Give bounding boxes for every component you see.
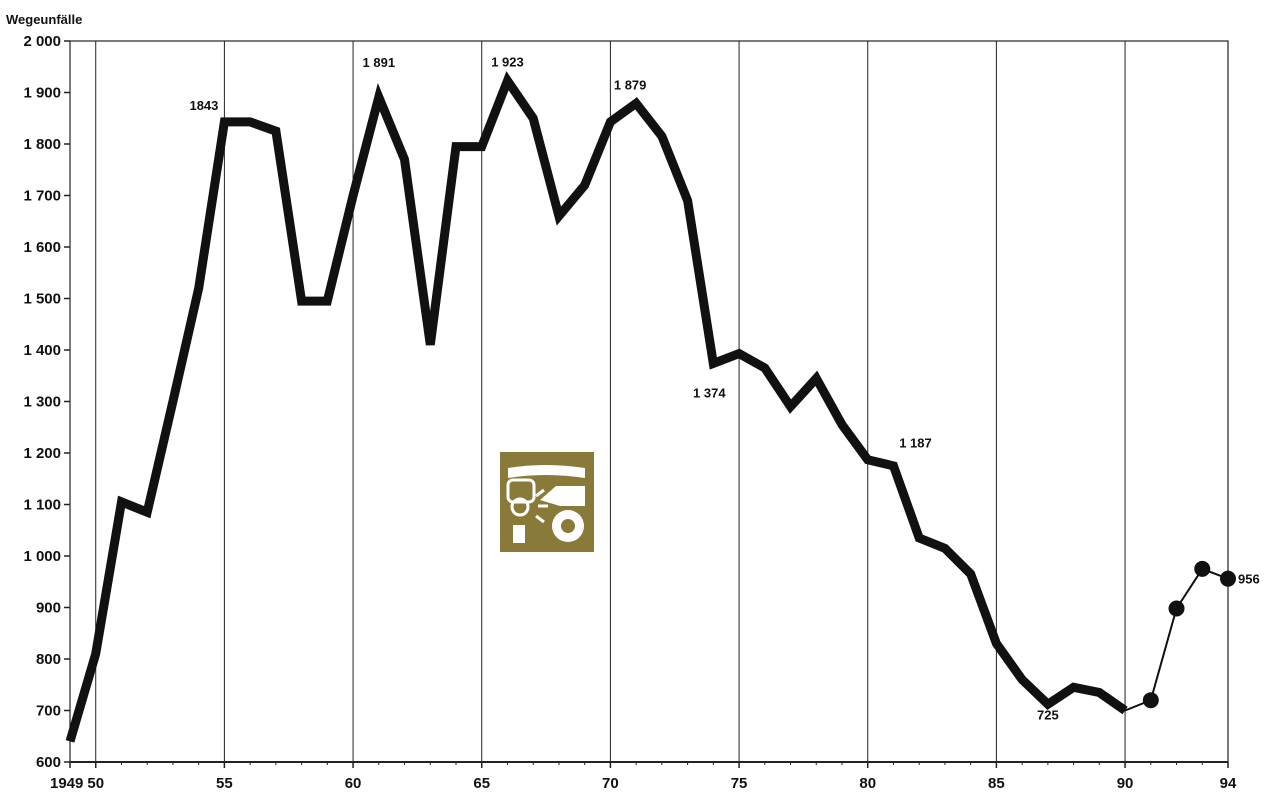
x-tick-label-1955: 55 (216, 775, 233, 792)
y-tick-label-1100: 1 100 (23, 497, 61, 514)
x-tick-label-1980: 80 (859, 775, 876, 792)
x-tick-label-1985: 85 (988, 775, 1005, 792)
x-tick-label-1975: 75 (731, 775, 748, 792)
y-tick-label-1800: 1 800 (23, 136, 61, 153)
data-label-1971: 1 879 (614, 77, 647, 92)
data-point-1994 (1220, 570, 1236, 587)
y-tick-label-1900: 1 900 (23, 85, 61, 102)
x-tick-label-1990: 90 (1117, 775, 1134, 792)
axes: 1949 50 55 60 65 70 75 80 85 90 94 600 700 800 900 1 00… (23, 33, 1237, 792)
x-tick-label-1960: 60 (345, 775, 362, 792)
grid (95, 41, 1126, 762)
x-tick-label-1965: 65 (473, 775, 490, 792)
data-label-1961: 1 891 (363, 55, 396, 70)
y-tick-label-600: 600 (36, 754, 61, 771)
x-tick-label-1950: 50 (87, 775, 104, 792)
y-tick-label-1200: 1 200 (23, 445, 61, 462)
data-label-1987: 725 (1037, 708, 1059, 723)
data-label-1966: 1 923 (491, 55, 524, 70)
y-tick-label-800: 800 (36, 651, 61, 668)
y-tick-label-1500: 1 500 (23, 291, 61, 308)
data-label-1955: 1843 (189, 98, 218, 113)
plot-frame (69, 40, 1229, 763)
y-tick-label-700: 700 (36, 703, 61, 720)
data-label-1994: 956 (1238, 572, 1260, 587)
series-line-recent (1124, 567, 1229, 712)
data-point-1992 (1168, 600, 1185, 617)
data-label-1981: 1 187 (899, 436, 932, 451)
y-tick-label-1000: 1 000 (23, 548, 61, 565)
data-point-1993 (1194, 560, 1211, 577)
x-tick-label-1994: 94 (1220, 775, 1237, 792)
y-tick-label-900: 900 (36, 600, 61, 617)
y-tick-label-1400: 1 400 (23, 342, 61, 359)
y-tick-label-1300: 1 300 (23, 394, 61, 411)
y-tick-label-2000: 2 000 (23, 33, 61, 50)
y-tick-label-1700: 1 700 (23, 188, 61, 205)
x-tick-label-1949: 1949 (50, 775, 83, 792)
y-tick-label-1600: 1 600 (23, 239, 61, 256)
x-tick-label-1970: 70 (602, 775, 619, 792)
data-point-1991 (1142, 692, 1159, 709)
data-labels: 1843 1 891 1 923 1 879 1 374 1 187 725 956 (189, 55, 1259, 723)
y-axis-title: Wegeunfälle (6, 12, 82, 27)
data-label-1974: 1 374 (693, 385, 726, 400)
series-line-main (65, 71, 1128, 743)
series (65, 71, 1236, 743)
car-accident-icon (500, 452, 594, 552)
